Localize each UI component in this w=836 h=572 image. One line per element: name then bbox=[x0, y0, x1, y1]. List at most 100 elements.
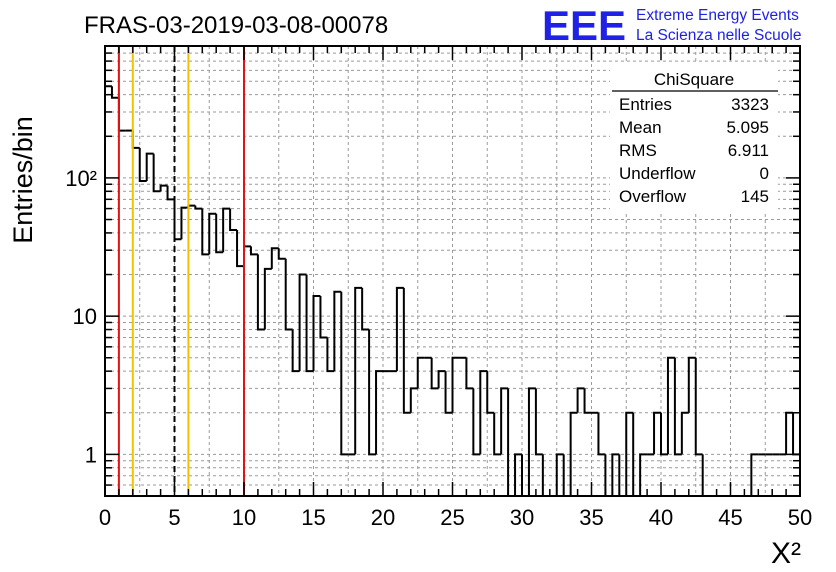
x-tick-label: 40 bbox=[649, 505, 673, 530]
stats-box: ChiSquare Entries 3323 Mean 5.095 RMS 6.… bbox=[610, 63, 778, 213]
histogram-bin bbox=[305, 274, 314, 373]
histogram-bin bbox=[555, 453, 564, 496]
reference-lines bbox=[117, 46, 245, 496]
histogram-bin bbox=[493, 412, 502, 456]
logo-mark: EEE bbox=[542, 2, 626, 49]
histogram-bin bbox=[785, 411, 794, 455]
histogram-bin bbox=[451, 356, 460, 413]
stats-label-rms: RMS bbox=[619, 141, 657, 160]
run-title: FRAS-03-2019-03-08-00078 bbox=[84, 12, 388, 39]
histogram-bin bbox=[229, 208, 238, 231]
histogram-bin bbox=[750, 453, 759, 496]
histogram-bin bbox=[680, 411, 689, 455]
stats-value-overflow: 145 bbox=[741, 187, 769, 206]
histogram-bin bbox=[437, 370, 446, 389]
histogram-bin bbox=[514, 453, 522, 496]
histogram-bin bbox=[368, 329, 377, 456]
histogram-bin bbox=[402, 287, 411, 414]
histogram-bin bbox=[660, 412, 668, 456]
histogram-bin bbox=[152, 153, 161, 193]
histogram-bin bbox=[375, 370, 383, 455]
histogram-bin bbox=[145, 152, 154, 181]
histogram-bin bbox=[298, 273, 307, 372]
histogram-bin bbox=[597, 412, 606, 456]
histogram-bin bbox=[243, 245, 251, 267]
logo-line-1: Extreme Energy Events bbox=[636, 7, 799, 24]
x-tick-label: 50 bbox=[788, 505, 812, 530]
stats-value-mean: 5.095 bbox=[726, 118, 769, 137]
histogram-bin bbox=[361, 287, 370, 331]
histogram-bin bbox=[500, 387, 509, 455]
histogram-bin bbox=[263, 267, 272, 330]
stats-label-entries: Entries bbox=[619, 95, 672, 114]
histogram-bin bbox=[395, 286, 404, 372]
histogram-bin bbox=[284, 258, 293, 331]
x-tick-label: 10 bbox=[232, 505, 256, 530]
histogram-bin bbox=[479, 370, 488, 455]
histogram-bin bbox=[486, 371, 495, 414]
histogram-bin bbox=[215, 213, 224, 254]
histogram-bin bbox=[416, 356, 425, 389]
histogram-bin bbox=[117, 97, 126, 132]
histogram-bin bbox=[131, 130, 140, 149]
histogram-bin bbox=[534, 388, 543, 456]
histogram-bin bbox=[666, 356, 675, 455]
histogram-bin bbox=[507, 388, 516, 497]
stats-label-mean: Mean bbox=[619, 118, 662, 137]
histogram-bin bbox=[333, 290, 342, 372]
stats-box-title: ChiSquare bbox=[654, 70, 734, 89]
histogram-bin bbox=[472, 388, 481, 456]
histogram-bin bbox=[576, 387, 585, 413]
histogram-bin bbox=[270, 247, 279, 269]
x-tick-label: 0 bbox=[99, 505, 111, 530]
y-axis-label: Entries/bin bbox=[8, 116, 38, 244]
y-tick-label: 10² bbox=[65, 166, 97, 191]
histogram-bin bbox=[639, 453, 648, 496]
histogram-bin bbox=[236, 229, 244, 268]
histogram-bin bbox=[277, 248, 286, 260]
histogram-bin bbox=[291, 329, 300, 373]
histogram-bin bbox=[465, 357, 474, 390]
stats-value-rms: 6.911 bbox=[728, 141, 769, 160]
histogram-bin bbox=[194, 205, 203, 210]
histogram-bin bbox=[222, 207, 231, 253]
axis-ticks: 0 5 10 15 20 25 30 35 40 45 50 1 10 10² bbox=[65, 45, 812, 530]
x-axis-label: X² bbox=[771, 537, 801, 570]
histogram-bin bbox=[249, 246, 258, 256]
histogram-bin bbox=[673, 357, 682, 456]
histogram-bin bbox=[694, 357, 703, 456]
histogram-bin bbox=[187, 204, 196, 208]
y-tick-label: 1 bbox=[85, 442, 97, 467]
stats-box-background bbox=[610, 63, 778, 213]
histogram-bin bbox=[611, 453, 620, 496]
histogram-bin bbox=[104, 85, 112, 496]
histogram-bin bbox=[583, 388, 592, 414]
x-tick-label: 30 bbox=[510, 505, 534, 530]
histogram-bin bbox=[201, 208, 210, 256]
histogram-bin bbox=[527, 387, 536, 496]
x-tick-label: 35 bbox=[579, 505, 603, 530]
x-tick-label: 15 bbox=[301, 505, 325, 530]
histogram-bin bbox=[354, 286, 363, 455]
histogram-bin bbox=[625, 411, 634, 496]
histogram-bin bbox=[208, 212, 217, 255]
histogram-bin bbox=[569, 411, 578, 496]
histogram-bin bbox=[312, 294, 321, 372]
histogram-bin bbox=[110, 86, 119, 99]
histogram-bin bbox=[319, 295, 328, 339]
histogram-bin bbox=[326, 337, 335, 373]
x-tick-label: 45 bbox=[718, 505, 742, 530]
histogram-bin bbox=[653, 411, 661, 455]
x-tick-label: 20 bbox=[371, 505, 395, 530]
histogram-bin bbox=[340, 291, 349, 456]
histogram-bin bbox=[792, 412, 800, 456]
x-tick-label: 25 bbox=[440, 505, 464, 530]
histogram-bin bbox=[687, 356, 696, 413]
histogram-bin bbox=[159, 184, 168, 192]
histogram-bin bbox=[138, 147, 147, 182]
stats-label-underflow: Underflow bbox=[619, 164, 696, 183]
stats-label-overflow: Overflow bbox=[619, 187, 687, 206]
histogram-bin bbox=[166, 185, 175, 201]
histogram-bin bbox=[256, 254, 265, 331]
